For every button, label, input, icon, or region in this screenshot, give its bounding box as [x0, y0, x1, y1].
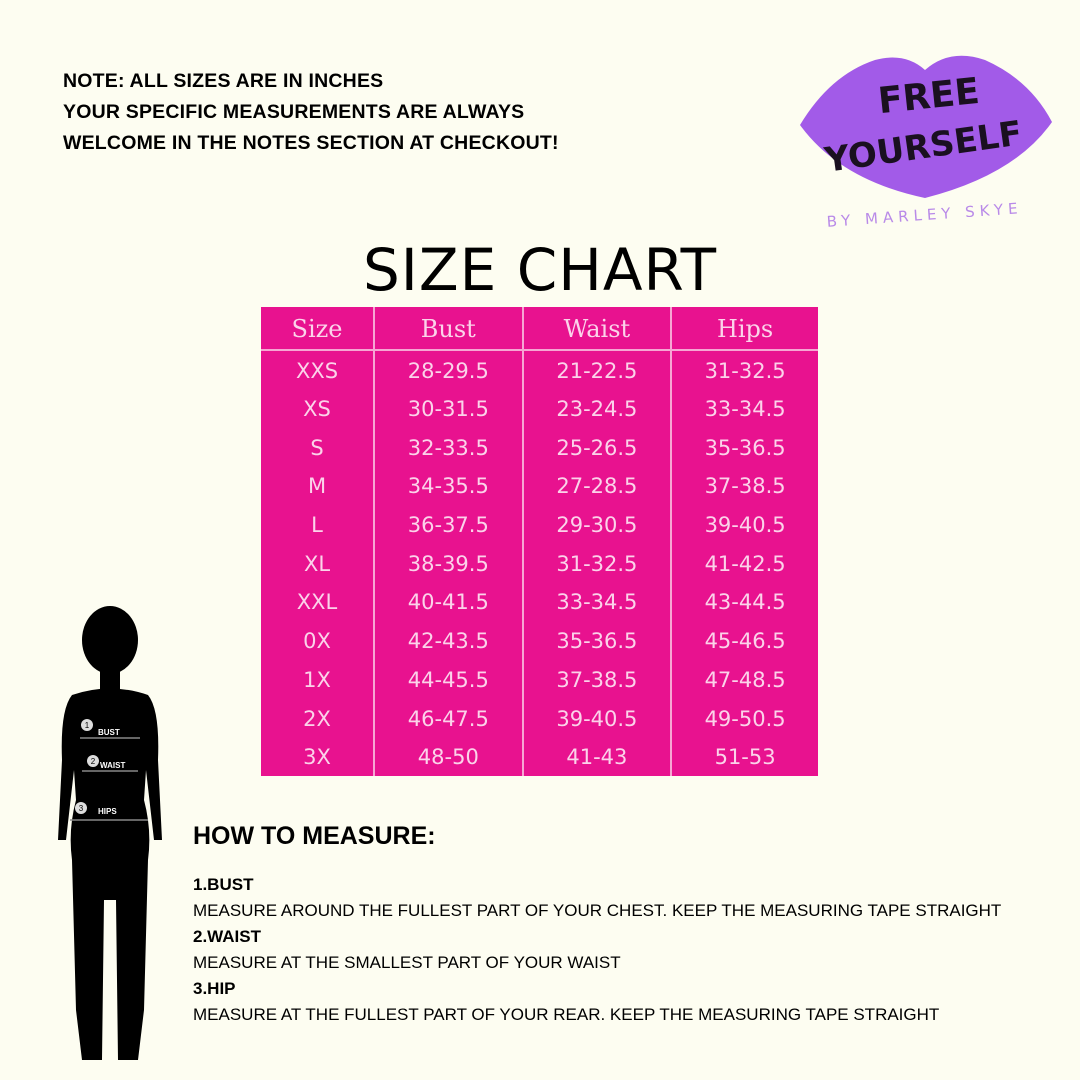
measure-steps: 1.BUST MEASURE AROUND THE FULLEST PART O… — [193, 872, 1001, 1028]
table-cell: 33-34.5 — [521, 582, 672, 621]
step-heading: 1.BUST — [193, 875, 254, 894]
table-cell: 38-39.5 — [373, 543, 523, 583]
table-cell: 3X — [303, 745, 331, 770]
table-cell: S — [310, 435, 324, 460]
marker-3 — [75, 802, 87, 814]
body-silhouette: 1 BUST 2 WAIST 3 HIPS — [58, 606, 162, 1060]
table-cell: 33-34.5 — [670, 388, 818, 428]
table-cell: 51-53 — [670, 736, 818, 776]
table-cell: 30-31.5 — [373, 388, 523, 428]
note-line: WELCOME IN THE NOTES SECTION AT CHECKOUT… — [63, 132, 559, 154]
size-table: Size Bust Waist Hips XXS 28-29.5 21-22.5 31… — [261, 307, 818, 776]
table-row: XS 30-31.5 23-24.5 33-34.5 — [261, 388, 818, 428]
table-cell: XL — [303, 551, 331, 576]
hips-label: HIPS — [98, 807, 117, 816]
table-cell: 28-29.5 — [373, 350, 523, 389]
table-cell: 34-35.5 — [373, 466, 523, 505]
table-cell: 31-32.5 — [670, 350, 818, 389]
col-header-bust: Bust — [373, 307, 523, 351]
table-row: XL 38-39.5 31-32.5 41-42.5 — [261, 543, 818, 583]
table-cell: 1X — [303, 667, 331, 692]
table-cell: 35-36.5 — [670, 427, 818, 467]
step-heading: 2.WAIST — [193, 927, 262, 946]
svg-text:2: 2 — [91, 757, 96, 766]
size-note: NOTE: ALL SIZES ARE IN INCHES YOUR SPECI… — [63, 66, 559, 159]
table-row: 3X 48-50 41-43 51-53 — [261, 736, 818, 776]
table-row: XXL 40-41.5 33-34.5 43-44.5 — [261, 582, 818, 621]
table-cell: 29-30.5 — [521, 504, 672, 544]
table-cell: 32-33.5 — [373, 427, 523, 467]
table-cell: 2X — [303, 706, 331, 731]
table-row: 0X 42-43.5 35-36.5 45-46.5 — [261, 620, 818, 660]
table-cell: XXL — [296, 590, 338, 615]
col-header-waist: Waist — [521, 307, 672, 351]
step-heading: 3.HIP — [193, 979, 236, 998]
table-cell: 27-28.5 — [521, 466, 672, 505]
lips-shape — [800, 55, 1052, 198]
step-text: MEASURE AROUND THE FULLEST PART OF YOUR … — [193, 901, 1002, 920]
marker-2 — [87, 755, 99, 767]
table-cell: XXS — [295, 358, 339, 383]
table-header-row: Size Bust Waist Hips — [261, 307, 818, 351]
table-cell: L — [311, 513, 323, 538]
step-text: MEASURE AT THE FULLEST PART OF YOUR REAR… — [193, 1005, 940, 1024]
table-cell: 39-40.5 — [670, 504, 818, 544]
table-cell: XS — [303, 397, 331, 422]
note-line: YOUR SPECIFIC MEASUREMENTS ARE ALWAYS — [63, 101, 525, 123]
table-cell: 41-42.5 — [670, 543, 818, 583]
table-cell: M — [307, 474, 327, 499]
table-cell: 39-40.5 — [521, 698, 672, 737]
table-row: M 34-35.5 27-28.5 37-38.5 — [261, 466, 818, 505]
table-cell: 35-36.5 — [521, 620, 672, 660]
note-line: NOTE: ALL SIZES ARE IN INCHES — [63, 70, 384, 92]
svg-text:1: 1 — [85, 721, 90, 730]
page-title: SIZE CHART — [362, 236, 718, 304]
table-cell: 44-45.5 — [373, 659, 523, 699]
table-cell: 0X — [303, 629, 331, 654]
logo-tagline: BY MARLEY SKYE — [826, 199, 1023, 230]
table-cell: 40-41.5 — [373, 582, 523, 621]
table-cell: 46-47.5 — [373, 698, 523, 737]
brand-logo: FREE YOURSELF BY MARLEY SKYE — [800, 55, 1052, 230]
table-cell: 21-22.5 — [521, 350, 672, 389]
table-row: L 36-37.5 29-30.5 39-40.5 — [261, 504, 818, 544]
table-cell: 41-43 — [521, 736, 672, 776]
col-header-hips: Hips — [670, 307, 818, 351]
marker-1 — [81, 719, 93, 731]
table-cell: 42-43.5 — [373, 620, 523, 660]
table-cell: 36-37.5 — [373, 504, 523, 544]
table-cell: 47-48.5 — [670, 659, 818, 699]
bust-label: BUST — [98, 728, 120, 737]
table-cell: 31-32.5 — [521, 543, 672, 583]
table-cell: 37-38.5 — [670, 466, 818, 505]
table-row: XXS 28-29.5 21-22.5 31-32.5 — [261, 350, 818, 389]
step-text: MEASURE AT THE SMALLEST PART OF YOUR WAI… — [193, 953, 621, 972]
table-row: 1X 44-45.5 37-38.5 47-48.5 — [261, 659, 818, 699]
table-cell: 49-50.5 — [670, 698, 818, 737]
table-cell: 45-46.5 — [670, 620, 818, 660]
table-row: 2X 46-47.5 39-40.5 49-50.5 — [261, 698, 818, 737]
svg-text:3: 3 — [79, 804, 84, 813]
table-cell: 23-24.5 — [521, 388, 672, 428]
table-row: S 32-33.5 25-26.5 35-36.5 — [261, 427, 818, 467]
table-cell: 25-26.5 — [521, 427, 672, 467]
col-header-size: Size — [261, 307, 374, 351]
waist-label: WAIST — [100, 761, 125, 770]
how-to-measure-title: HOW TO MEASURE: — [193, 822, 436, 850]
table-cell: 43-44.5 — [670, 582, 818, 621]
table-cell: 48-50 — [373, 736, 523, 776]
table-cell: 37-38.5 — [521, 659, 672, 699]
